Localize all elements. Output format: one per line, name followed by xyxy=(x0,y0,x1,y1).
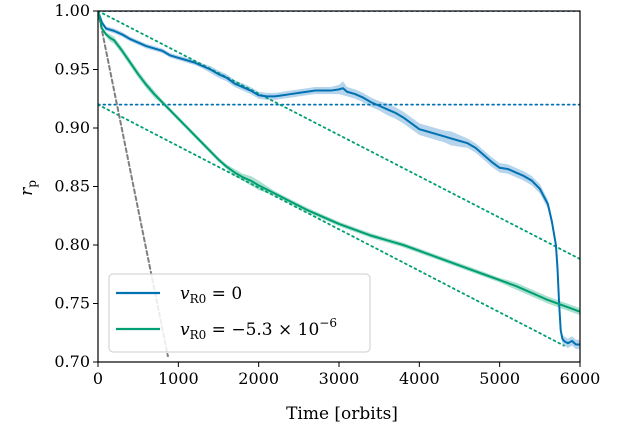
y-axis-label: rp xyxy=(17,180,39,196)
x-tick-label: 6000 xyxy=(560,369,601,388)
x-axis-label: Time [orbits] xyxy=(286,404,398,424)
reference-line-3 xyxy=(98,103,565,347)
y-tick-label: 0.75 xyxy=(54,294,90,313)
series-line-0 xyxy=(98,11,580,346)
x-tick-label: 1000 xyxy=(158,369,199,388)
legend: vR0 = 0 vR0 = −5.3 × 10−6 xyxy=(108,273,371,353)
legend-label-1: vR0 = −5.3 × 10−6 xyxy=(180,316,337,342)
y-tick-label: 1.00 xyxy=(54,1,90,20)
x-tick-label: 5000 xyxy=(479,369,520,388)
x-tick-label: 4000 xyxy=(399,369,440,388)
y-tick-label: 0.80 xyxy=(54,235,90,254)
x-axis-ticks: 0 1000 2000 3000 4000 5000 6000 xyxy=(93,362,600,388)
legend-label-0: vR0 = 0 xyxy=(180,284,242,306)
x-tick-label: 3000 xyxy=(319,369,360,388)
y-tick-label: 0.90 xyxy=(54,118,90,137)
series-lines xyxy=(98,11,580,346)
band-series-0 xyxy=(98,11,580,350)
series-line-1 xyxy=(98,11,580,313)
uncertainty-bands xyxy=(98,11,580,350)
legend-box xyxy=(108,273,371,353)
reference-line-2 xyxy=(98,11,580,260)
y-axis-ticks: 0.70 0.75 0.80 0.85 0.90 0.95 1.00 xyxy=(54,1,98,371)
x-tick-label: 0 xyxy=(93,369,103,388)
x-tick-label: 2000 xyxy=(238,369,279,388)
y-tick-label: 0.70 xyxy=(54,352,90,371)
y-tick-label: 0.95 xyxy=(54,60,90,79)
y-tick-label: 0.85 xyxy=(54,177,90,196)
